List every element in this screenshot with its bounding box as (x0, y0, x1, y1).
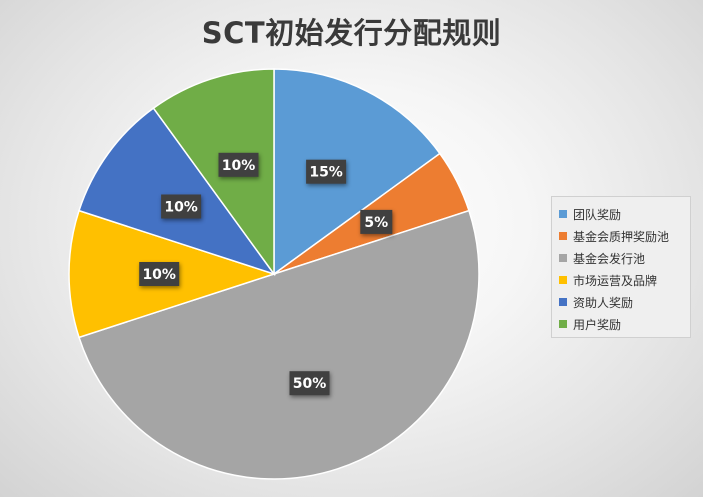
data-label-2: 50% (289, 371, 330, 396)
legend-swatch (559, 210, 567, 218)
data-label-1: 5% (360, 209, 393, 234)
data-label-text: 10% (142, 267, 176, 283)
legend-item: 团队奖励 (559, 203, 690, 225)
chart-title: SCT初始发行分配规则 (201, 16, 502, 50)
data-label-box (289, 371, 330, 396)
legend-item: 市场运营及品牌 (559, 269, 690, 291)
legend-item: 用户奖励 (559, 313, 690, 335)
legend-item: 基金会质押奖励池 (559, 225, 690, 247)
data-label-0: 15% (306, 159, 347, 184)
legend-label: 基金会发行池 (573, 251, 646, 266)
legend-swatch (559, 232, 567, 240)
pie-data-labels: 15% 5% 50% 10% 10% 10% (139, 152, 393, 396)
pie-slice-5 (152, 68, 275, 277)
pie-slice-4 (78, 107, 276, 276)
legend-label: 基金会质押奖励池 (573, 229, 670, 244)
data-label-box (360, 209, 393, 234)
legend-swatch (559, 254, 567, 262)
data-label-box (218, 152, 259, 177)
data-label-box (161, 194, 202, 219)
legend-item: 基金会发行池 (559, 247, 690, 269)
data-label-text: 50% (293, 376, 327, 392)
legend-label: 市场运营及品牌 (573, 273, 658, 288)
legend-item: 资助人奖励 (559, 291, 690, 313)
legend-swatch (559, 320, 567, 328)
pie-slice-2 (78, 209, 480, 480)
data-label-text: 5% (364, 215, 388, 231)
legend-label: 资助人奖励 (573, 295, 634, 310)
data-label-3: 10% (139, 262, 180, 286)
data-label-text: 10% (222, 158, 256, 174)
pie-slice-0 (273, 68, 441, 276)
data-label-text: 10% (164, 200, 198, 216)
legend-label: 用户奖励 (573, 317, 622, 332)
legend-swatch (559, 298, 567, 306)
data-label-5: 10% (218, 152, 259, 177)
data-label-4: 10% (161, 194, 202, 219)
pie-slices (68, 68, 480, 480)
data-label-text: 15% (309, 165, 343, 181)
legend-label: 团队奖励 (573, 207, 622, 222)
data-label-box (139, 262, 180, 286)
data-label-box (306, 159, 347, 184)
chart-legend: 团队奖励基金会质押奖励池 基金会发行池 市场运营及品牌 资助人奖励用户奖励 (551, 196, 691, 338)
legend-swatch (559, 276, 567, 284)
